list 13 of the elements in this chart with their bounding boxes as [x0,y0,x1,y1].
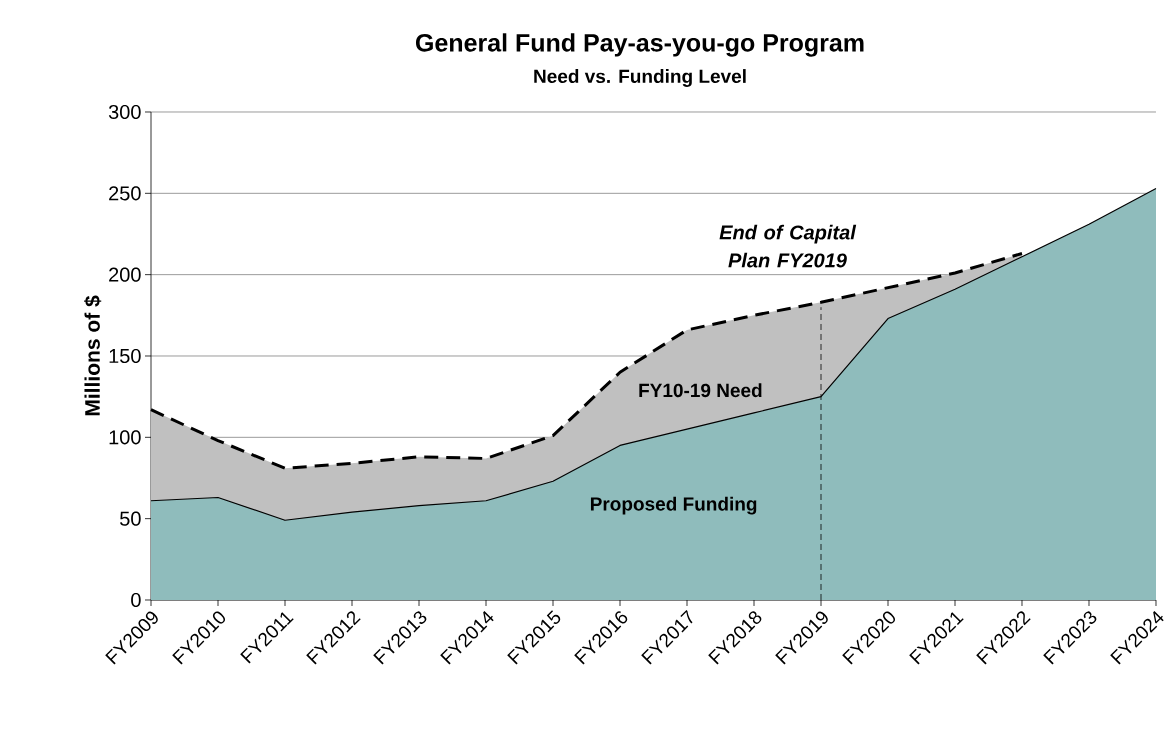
y-tick-label: 150 [109,348,141,364]
y-tick-label: 50 [120,511,141,526]
annotation: Proposed Funding [590,496,757,515]
y-tick-label: 0 [131,592,141,608]
y-axis-title: Millions of $ [84,295,102,416]
ref-line-label: End of Capital Plan FY2019 [719,224,857,268]
y-tick-label: 250 [109,186,141,201]
chart-title: General Fund Pay-as-you-go Program [415,33,864,57]
annotation: FY10-19 Need [639,383,762,398]
y-tick-label: 200 [109,267,141,282]
y-tick-label: 300 [108,104,141,120]
chart-subtitle: Need vs. Funding Level [534,69,746,87]
y-tick-label: 100 [109,430,141,445]
